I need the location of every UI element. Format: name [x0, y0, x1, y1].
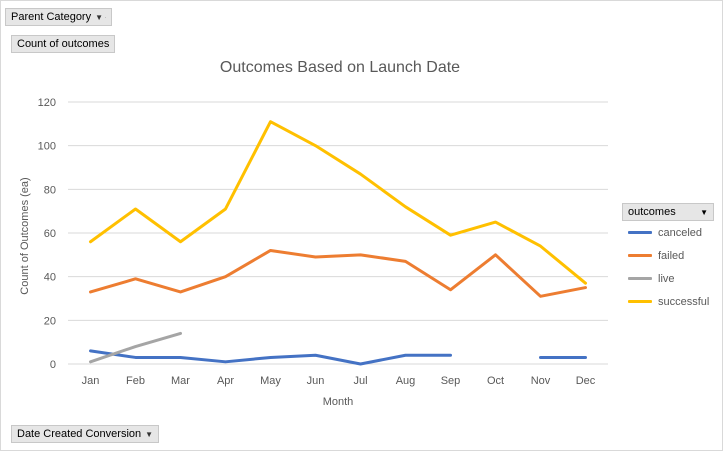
- legend-title: outcomes: [628, 206, 676, 218]
- outcomes-legend-filter-button[interactable]: outcomes ▼: [622, 203, 714, 221]
- y-tick-label: 120: [38, 97, 56, 109]
- x-tick-label: Apr: [217, 375, 234, 387]
- y-axis-label: Count of Outcomes (ea): [19, 177, 31, 294]
- x-tick-label: Jan: [82, 375, 100, 387]
- x-tick-label: Aug: [396, 375, 416, 387]
- funnel-filter-icon: [105, 16, 106, 18]
- dropdown-arrow-icon: ▼: [95, 12, 104, 22]
- legend-label: successful: [658, 295, 710, 308]
- series-line-live: [89, 331, 182, 364]
- x-tick-label: Mar: [171, 375, 190, 387]
- legend-swatch: [628, 254, 652, 257]
- series-line-canceled: [89, 349, 452, 366]
- x-tick-label: Sep: [441, 375, 461, 387]
- value-field-label: Count of outcomes: [17, 38, 110, 50]
- legend-item-canceled: canceled: [622, 221, 714, 244]
- parent-category-label: Parent Category: [11, 11, 92, 23]
- x-tick-label: Jul: [353, 375, 367, 387]
- x-tick-label: Feb: [126, 375, 145, 387]
- legend-item-failed: failed: [622, 244, 714, 267]
- count-of-outcomes-value-button[interactable]: Count of outcomes: [11, 35, 116, 53]
- x-tick-label: Dec: [576, 375, 596, 387]
- x-axis-label: Month: [323, 396, 354, 408]
- series-line-successful: [89, 120, 587, 285]
- legend-label: canceled: [658, 226, 703, 239]
- y-tick-label: 20: [44, 315, 56, 327]
- chart-legend: outcomes ▼ canceled failed live successful: [622, 203, 714, 313]
- y-tick-label: 60: [44, 228, 56, 240]
- y-tick-label: 80: [44, 184, 56, 196]
- x-tick-label: Jun: [307, 375, 325, 387]
- date-created-conversion-axis-button[interactable]: Date Created Conversion ▼: [11, 425, 160, 443]
- legend-label: failed: [658, 249, 685, 262]
- legend-label: live: [658, 272, 675, 285]
- y-tick-label: 100: [38, 141, 56, 153]
- y-tick-label: 40: [44, 272, 56, 284]
- legend-swatch: [628, 231, 652, 234]
- parent-category-filter-button[interactable]: Parent Category ▼: [5, 8, 112, 26]
- x-tick-label: Nov: [531, 375, 551, 387]
- series-line-failed: [89, 248, 587, 298]
- dropdown-arrow-icon: ▼: [700, 207, 708, 217]
- legend-item-successful: successful: [622, 290, 714, 313]
- x-tick-label: Oct: [487, 375, 504, 387]
- legend-swatch: [628, 277, 652, 280]
- dropdown-arrow-icon: ▼: [145, 429, 154, 439]
- chart-title: Outcomes Based on Launch Date: [220, 59, 460, 76]
- x-tick-label: May: [260, 375, 281, 387]
- legend-item-live: live: [622, 267, 714, 290]
- axis-field-label: Date Created Conversion: [17, 428, 142, 440]
- legend-swatch: [628, 300, 652, 303]
- y-tick-label: 0: [50, 359, 56, 371]
